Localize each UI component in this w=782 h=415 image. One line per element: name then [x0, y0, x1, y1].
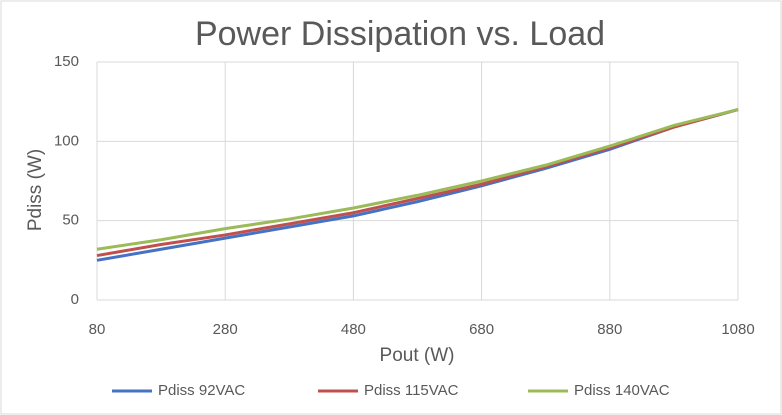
series-line [96, 108, 739, 251]
x-tick-label: 280 [213, 321, 238, 338]
legend-label: Pdiss 140VAC [574, 382, 670, 399]
legend-label: Pdiss 92VAC [158, 382, 245, 399]
chart-title: Power Dissipation vs. Load [195, 15, 605, 53]
y-tick-label: 150 [54, 53, 79, 70]
y-axis-label: Pdiss (W) [25, 149, 46, 231]
x-tick-label: 480 [341, 321, 366, 338]
legend-label: Pdiss 115VAC [364, 382, 459, 399]
y-tick-label: 0 [71, 291, 79, 308]
x-tick-label: 680 [469, 321, 494, 338]
x-tick-label: 80 [89, 321, 106, 338]
series-line [96, 108, 739, 258]
x-tick-label: 880 [597, 321, 622, 338]
y-tick-label: 100 [54, 132, 79, 149]
x-axis-label: Pout (W) [380, 345, 455, 366]
y-tick-label: 50 [62, 212, 79, 229]
x-tick-label: 1080 [721, 321, 754, 338]
